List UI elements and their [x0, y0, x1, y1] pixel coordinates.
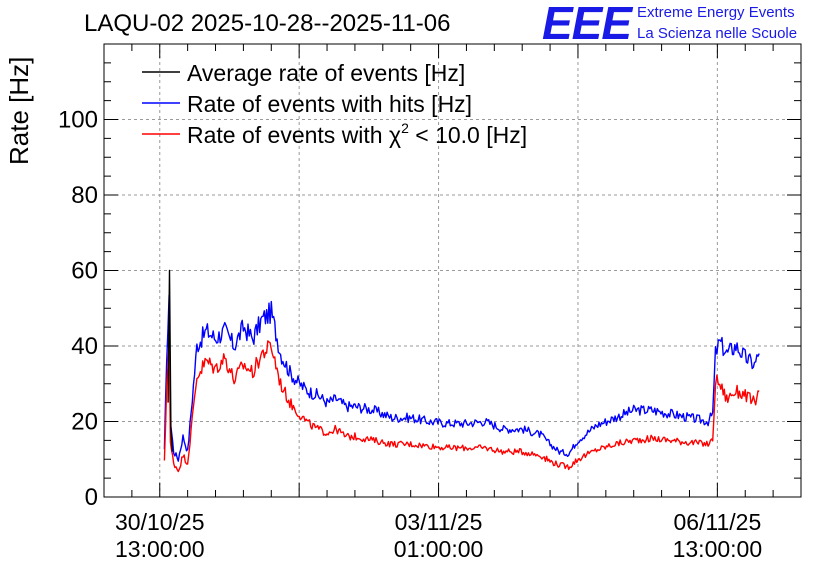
y-tick-label: 0	[85, 484, 98, 511]
legend-label: Average rate of events [Hz]	[187, 60, 465, 86]
series-line	[163, 294, 760, 462]
legend-label: Rate of events with χ2 < 10.0 [Hz]	[187, 120, 527, 148]
legend: Average rate of events [Hz] Rate of event…	[142, 60, 527, 148]
legend-label: Rate of events with hits [Hz]	[187, 91, 472, 117]
y-tick-label: 80	[71, 182, 98, 209]
series-line	[163, 338, 760, 473]
axis-ticks: 02040608010030/10/2513:00:0003/11/2501:0…	[58, 43, 802, 562]
x-tick-label-time: 13:00:00	[673, 536, 763, 562]
logo-line-1: Extreme Energy Events	[637, 4, 795, 21]
series-line	[167, 269, 173, 452]
eee-logo: EEE	[542, 0, 632, 49]
legend-label-main: Average rate of events [Hz]	[187, 60, 465, 86]
x-tick-label-date: 06/11/25	[673, 509, 761, 535]
logo-line-2: La Scienza nelle Scuole	[637, 25, 798, 42]
chart-title: LAQU-02 2025-10-28--2025-11-06	[84, 10, 451, 37]
y-tick-label: 60	[71, 258, 98, 285]
legend-label-main: Rate of events with hits [Hz]	[187, 91, 472, 117]
x-tick-label-time: 01:00:00	[394, 536, 484, 562]
x-tick-label-date: 30/10/25	[115, 509, 205, 535]
legend-label-sup: 2	[401, 120, 409, 136]
legend-label-main: Rate of events with χ	[187, 122, 401, 148]
series-lines	[163, 269, 760, 473]
grid-lines	[104, 44, 801, 497]
x-tick-label-time: 13:00:00	[115, 536, 205, 562]
x-tick-label-date: 03/11/25	[395, 509, 483, 535]
legend-label-tail: < 10.0 [Hz]	[409, 122, 527, 148]
y-tick-label: 100	[58, 107, 98, 134]
y-tick-label: 20	[71, 409, 98, 436]
y-tick-label: 40	[71, 333, 98, 360]
